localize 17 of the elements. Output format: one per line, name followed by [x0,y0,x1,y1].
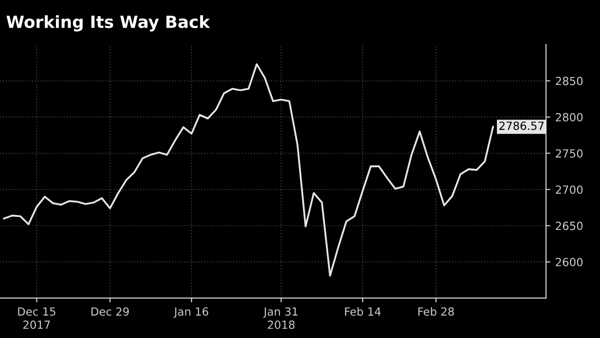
x-tick-label: Dec 15 [18,307,56,316]
y-tick-label: 2650 [556,222,583,230]
x-tick-label: Jan 16 [174,307,208,318]
data-label: 2786.57 [499,122,544,130]
chart-title: Working Its Way Back [6,15,210,32]
y-tick-label: 2750 [556,149,583,158]
y-tick-label: 2800 [556,113,583,122]
y-tick-label: 2600 [556,258,583,266]
x-tick-label: Feb 14 [345,307,381,316]
text: 2018 [268,320,295,329]
x-tick-label: Dec 29 [92,307,129,316]
y-tick-label: 2850 [556,76,583,86]
text: 2017 [23,320,50,329]
x-tick-label: Feb 28 [418,307,454,316]
x-tick-label: Jan 31 [263,307,298,318]
line-series [3,63,494,277]
y-tick-label: 2700 [556,185,583,194]
